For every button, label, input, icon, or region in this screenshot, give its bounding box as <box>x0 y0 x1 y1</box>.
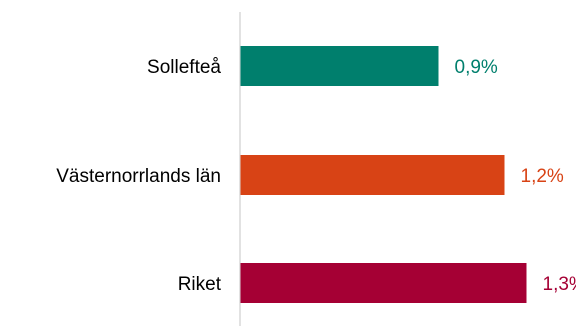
category-label: Sollefteå <box>147 57 221 78</box>
bar <box>240 263 527 303</box>
category-label: Riket <box>178 274 222 295</box>
bar <box>240 46 439 86</box>
value-label: 0,9% <box>455 57 498 78</box>
category-label: Västernorrlands län <box>56 166 221 187</box>
value-label: 1,3% <box>543 274 576 295</box>
value-label: 1,2% <box>521 166 564 187</box>
bar <box>240 155 505 195</box>
